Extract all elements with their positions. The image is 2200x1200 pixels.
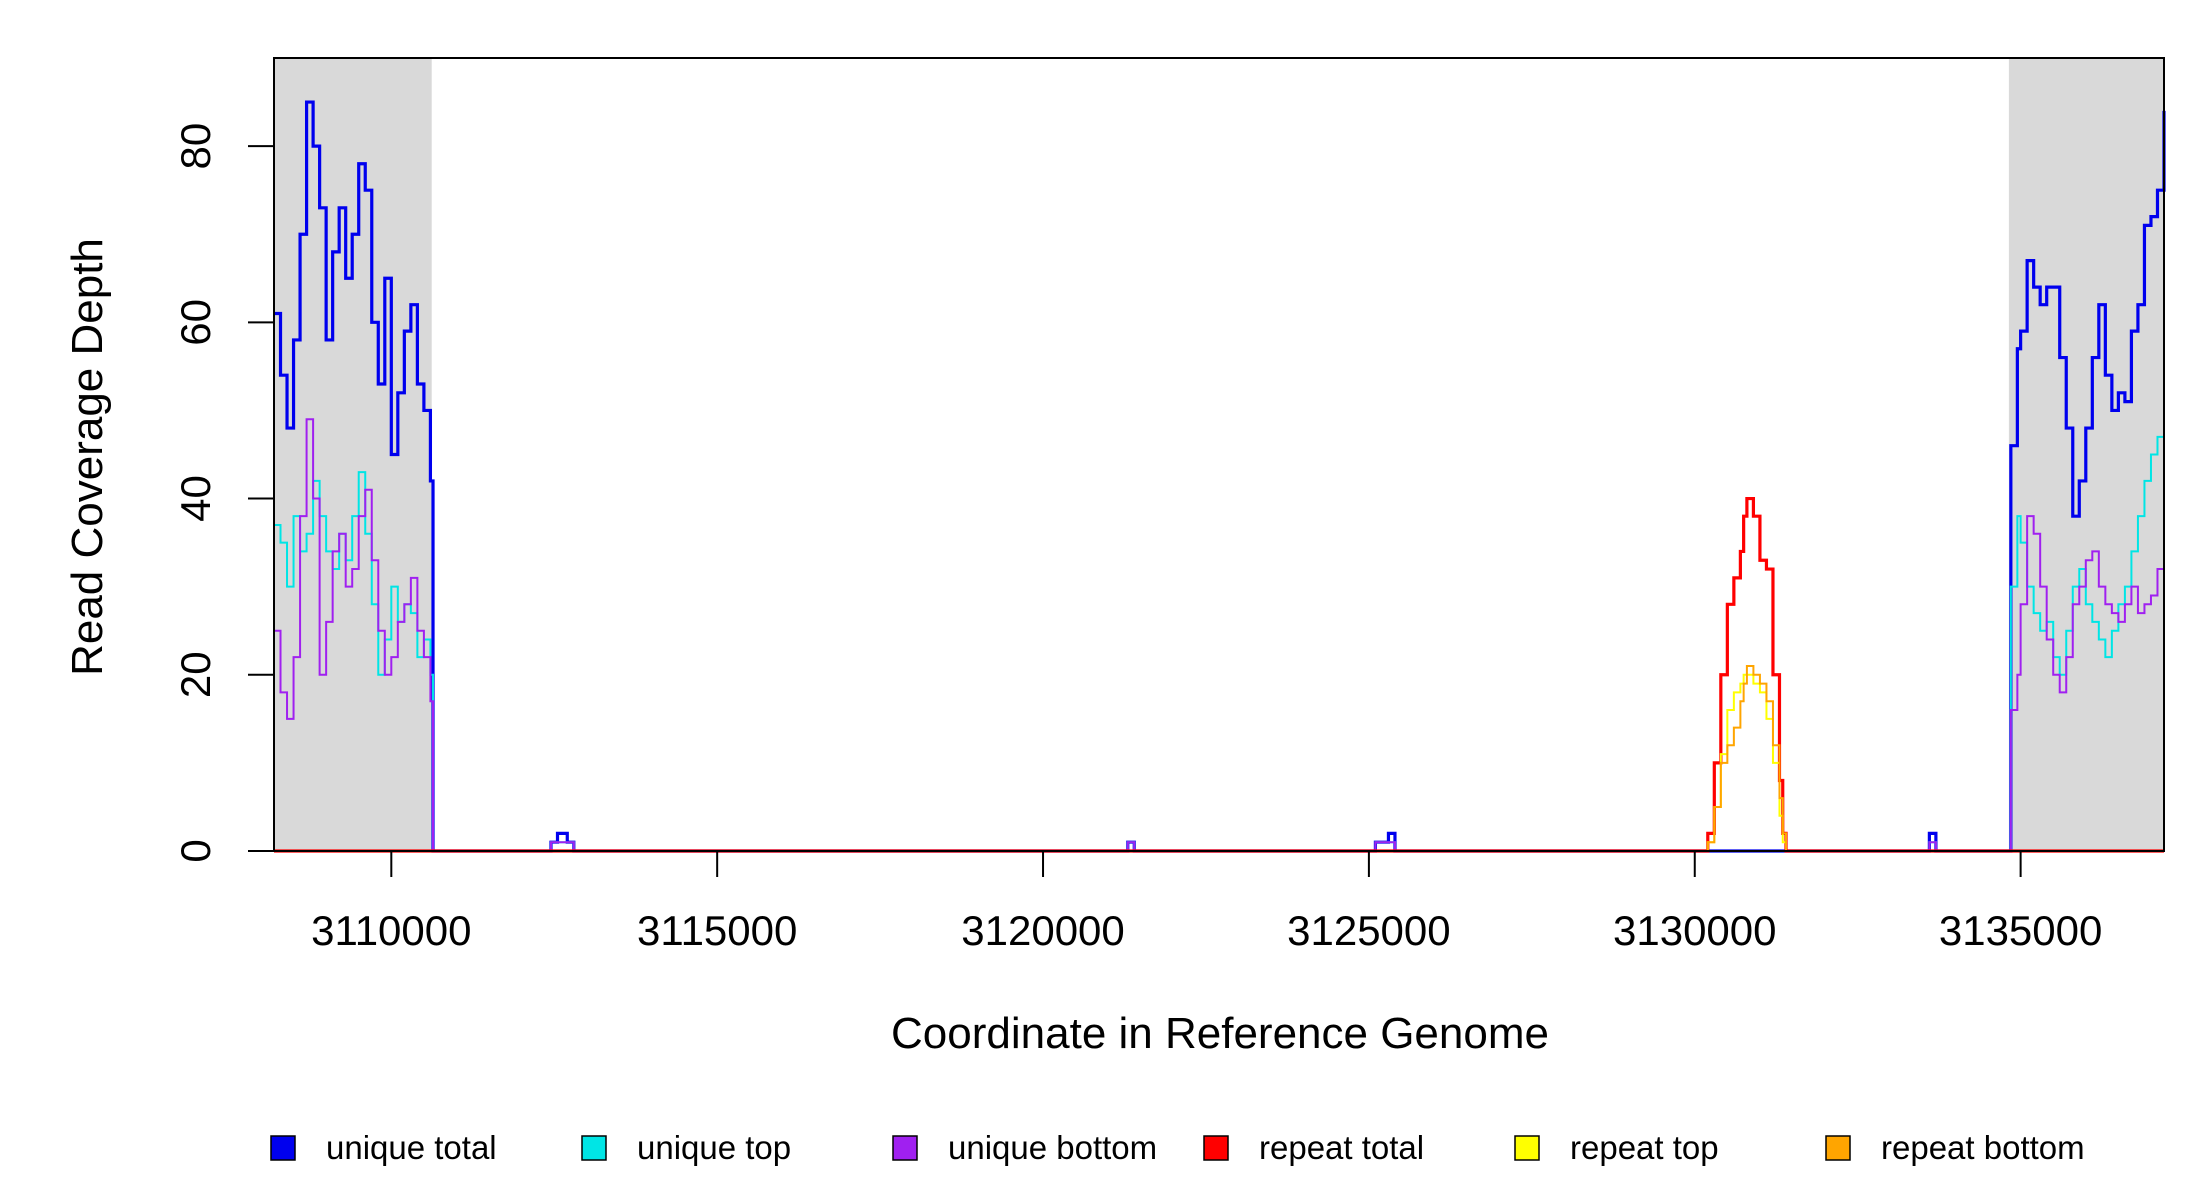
series-line-repeat-top [274, 673, 2164, 852]
legend-label: unique total [326, 1129, 497, 1166]
legend: unique total unique top unique bottom repea… [270, 1129, 2085, 1166]
series-lines [274, 100, 2166, 853]
legend-swatch [1825, 1135, 1851, 1161]
x-axis: 3110000 3115000 3120000 3125000 3130000 31350… [311, 851, 2102, 954]
shaded-regions [274, 58, 2164, 851]
legend-swatch [1514, 1135, 1540, 1161]
legend-swatch [581, 1135, 607, 1161]
x-tick-label: 3110000 [311, 907, 471, 954]
legend-swatch [892, 1135, 918, 1161]
shaded-region-1 [274, 58, 432, 851]
series-line-unique-total [274, 100, 2166, 853]
x-axis-title: Coordinate in Reference Genome [891, 1009, 1549, 1058]
legend-label: unique bottom [948, 1129, 1157, 1166]
x-tick-label: 3120000 [961, 907, 1125, 954]
y-tick-label: 60 [172, 299, 219, 346]
series-line-repeat-bottom [274, 664, 2164, 852]
x-tick-label: 3125000 [1287, 907, 1451, 954]
y-axis: 0 20 40 60 80 [172, 123, 275, 863]
legend-label: unique top [637, 1129, 791, 1166]
legend-label: repeat total [1259, 1129, 1424, 1166]
y-tick-label: 80 [172, 123, 219, 170]
x-tick-label: 3115000 [637, 907, 797, 954]
y-axis-title: Read Coverage Depth [63, 238, 112, 676]
legend-label: repeat top [1570, 1129, 1719, 1166]
y-tick-label: 0 [172, 839, 219, 862]
y-tick-label: 40 [172, 475, 219, 522]
legend-swatch [270, 1135, 296, 1161]
x-tick-label: 3130000 [1613, 907, 1777, 954]
legend-label: repeat bottom [1881, 1129, 2085, 1166]
y-tick-label: 20 [172, 651, 219, 698]
legend-swatch [1203, 1135, 1229, 1161]
series-line-unique-top [274, 435, 2165, 852]
series-line-unique-bottom [274, 418, 2165, 852]
x-tick-label: 3135000 [1939, 907, 2103, 954]
plot-frame [273, 57, 2165, 852]
series-line-repeat-total [274, 496, 2164, 853]
